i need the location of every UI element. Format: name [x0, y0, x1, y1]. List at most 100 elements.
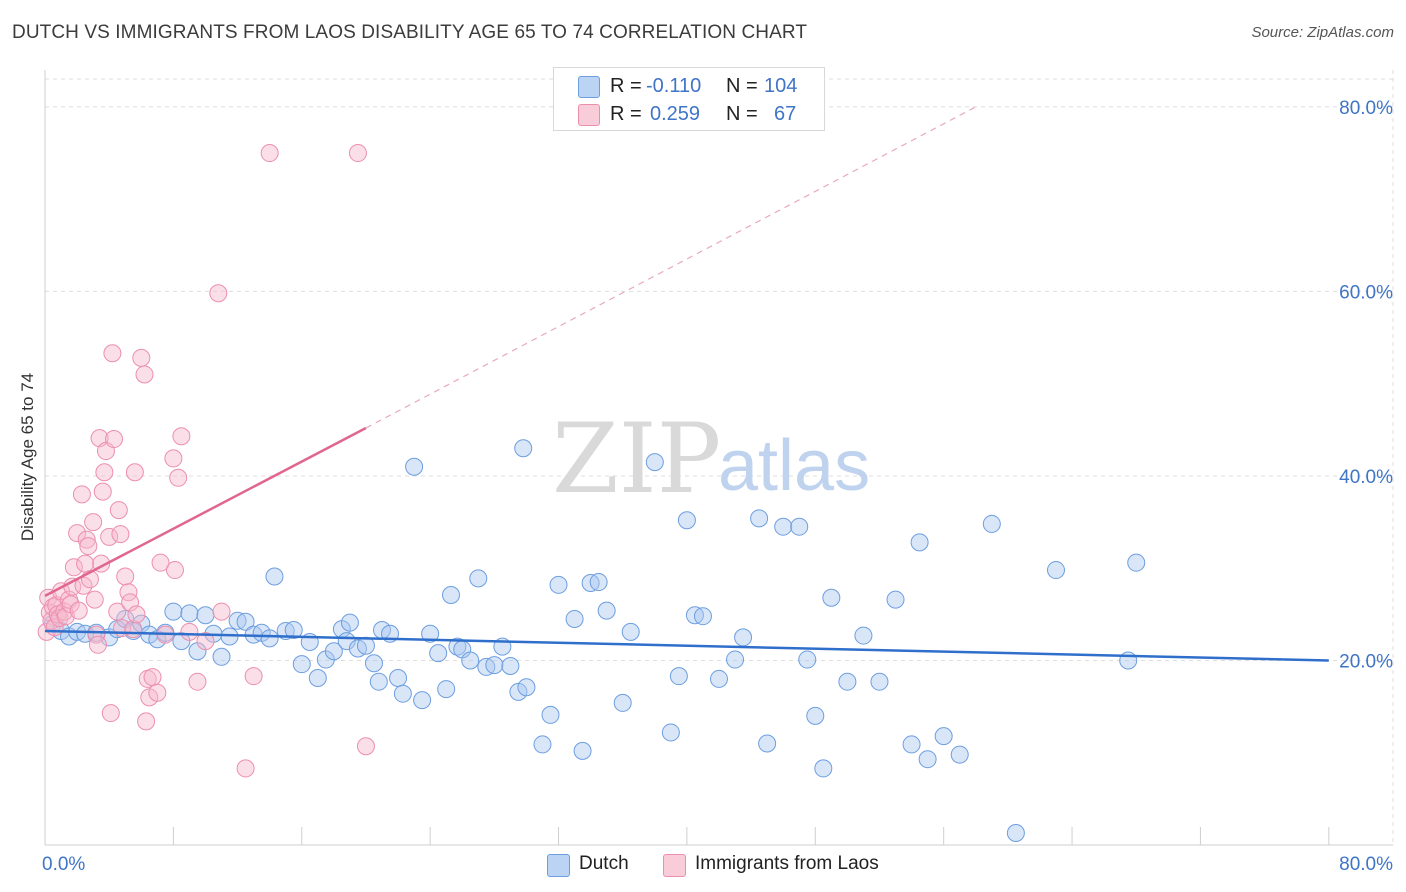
stats-legend: R = -0.110 N = 104 R = 0.259 N = 67	[553, 67, 825, 131]
point-dutch	[790, 517, 809, 536]
y-tick-label: 60.0%	[1339, 282, 1393, 303]
point-dutch	[750, 509, 769, 528]
point-laos	[132, 348, 151, 367]
point-laos	[169, 468, 188, 487]
axes	[44, 70, 1393, 846]
point-laos	[93, 482, 112, 501]
point-dutch	[573, 741, 592, 760]
point-dutch	[950, 745, 969, 764]
point-laos	[101, 704, 120, 723]
point-laos	[76, 554, 95, 573]
point-laos	[236, 759, 255, 778]
point-dutch	[448, 637, 467, 656]
point-laos	[109, 501, 128, 520]
point-dutch	[597, 601, 616, 620]
x-tick-label: 80.0%	[1339, 854, 1393, 875]
point-laos	[108, 602, 127, 621]
point-dutch	[838, 672, 857, 691]
legend-n-value: 104	[764, 75, 798, 97]
point-laos	[244, 667, 263, 686]
x-tick-label: 0.0%	[42, 854, 85, 875]
point-laos	[95, 463, 114, 482]
watermark: ZIP atlas	[552, 403, 870, 515]
trend-line-laos	[44, 426, 367, 598]
point-dutch	[164, 602, 183, 621]
point-laos	[84, 513, 103, 532]
point-dutch	[549, 575, 568, 594]
legend-r-label: R =	[610, 75, 642, 97]
point-dutch	[565, 609, 584, 628]
bottom-legend-dutch: Dutch	[547, 852, 647, 878]
point-laos	[116, 567, 135, 586]
y-tick-label: 40.0%	[1339, 467, 1393, 488]
point-laos	[164, 449, 183, 468]
point-laos	[165, 561, 184, 580]
point-laos	[69, 601, 88, 620]
point-laos	[85, 590, 104, 609]
point-dutch	[340, 613, 359, 632]
legend-n-label: N =	[726, 103, 758, 125]
point-dutch	[1006, 824, 1025, 843]
trend-line-laos-extension	[365, 106, 977, 429]
point-dutch	[236, 612, 255, 631]
point-laos	[111, 525, 130, 544]
point-dutch	[437, 680, 456, 699]
point-dutch	[442, 585, 461, 604]
legend-r-label: R =	[610, 103, 642, 125]
point-laos	[260, 144, 279, 163]
point-laos	[124, 620, 143, 639]
point-dutch	[324, 642, 343, 661]
point-dutch	[806, 706, 825, 725]
point-dutch	[982, 514, 1001, 533]
series-laos-points	[37, 144, 375, 778]
point-dutch	[1127, 553, 1146, 572]
point-dutch	[854, 626, 873, 645]
point-laos	[209, 284, 228, 303]
point-laos	[79, 537, 98, 556]
grid-lines	[45, 70, 1394, 845]
point-laos	[196, 632, 215, 651]
trend-line-dutch	[44, 629, 1329, 662]
point-dutch	[533, 735, 552, 754]
point-laos	[137, 712, 156, 731]
point-laos	[348, 144, 367, 163]
y-axis-title: Disability Age 65 to 74	[18, 373, 37, 541]
watermark-atlas: atlas	[718, 426, 870, 506]
point-dutch	[669, 667, 688, 686]
point-dutch	[514, 439, 533, 458]
point-dutch	[758, 734, 777, 753]
point-laos	[103, 344, 122, 363]
point-dutch	[934, 727, 953, 746]
point-dutch	[292, 655, 311, 674]
point-dutch	[501, 657, 520, 676]
point-dutch	[541, 705, 560, 724]
point-laos	[151, 553, 170, 572]
point-dutch	[405, 457, 424, 476]
point-laos	[74, 576, 93, 595]
bottom-legend-label-dutch: Dutch	[579, 853, 629, 874]
point-laos	[88, 635, 107, 654]
legend-swatch-laos	[578, 104, 600, 126]
point-laos	[135, 365, 154, 384]
point-dutch	[196, 606, 215, 625]
point-dutch	[180, 604, 199, 623]
point-laos	[180, 622, 199, 641]
point-laos	[72, 485, 91, 504]
legend-r-value: -0.110	[646, 75, 702, 97]
tick-labels: 20.0% 40.0% 60.0% 80.0% 0.0% 80.0%	[42, 98, 1393, 875]
point-dutch	[421, 624, 440, 643]
point-laos	[68, 524, 87, 543]
watermark-zip: ZIP	[552, 403, 721, 515]
point-dutch	[886, 590, 905, 609]
point-dutch	[517, 678, 536, 697]
point-dutch	[693, 607, 712, 626]
y-tick-label: 80.0%	[1339, 98, 1393, 119]
point-dutch	[814, 759, 833, 778]
point-dutch	[726, 650, 745, 669]
point-dutch	[798, 650, 817, 669]
trend-lines	[44, 106, 1329, 662]
bottom-legend-swatch-dutch	[547, 854, 570, 877]
point-dutch	[661, 723, 680, 742]
point-dutch	[413, 691, 432, 710]
